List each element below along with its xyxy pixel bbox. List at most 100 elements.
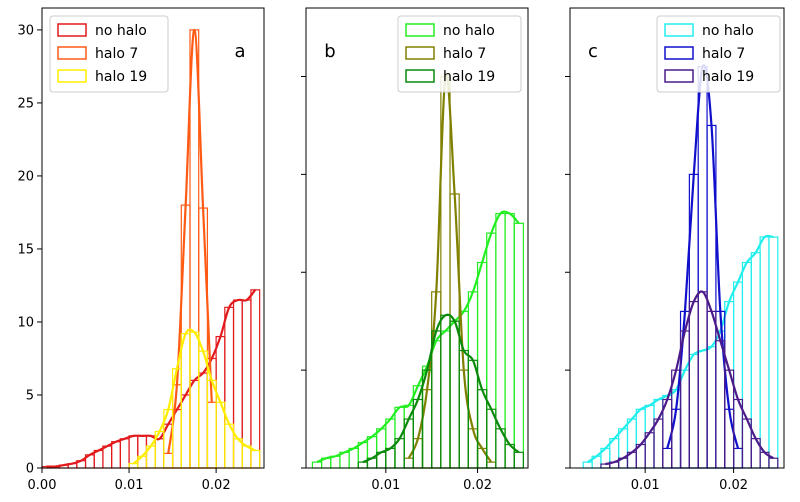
series-no-halo [311, 210, 525, 469]
legend-label: halo 19 [443, 69, 495, 85]
histogram-bar [688, 301, 699, 469]
legend-swatch [57, 46, 87, 60]
histogram-bar [376, 428, 387, 469]
histogram-bar [311, 461, 323, 469]
legend-swatch [405, 46, 435, 60]
histogram-bar [189, 331, 200, 469]
axes-frame [569, 7, 785, 469]
density-curve [407, 73, 493, 463]
histogram-bar [206, 357, 217, 469]
legend-swatch [664, 46, 694, 60]
histogram-bar [357, 461, 369, 469]
series-halo-19 [357, 313, 525, 469]
histogram-bar [224, 306, 235, 469]
legend: no halo halo 7 halo 19 [656, 15, 781, 93]
density-curve [666, 64, 740, 449]
density-curve [605, 290, 774, 466]
histogram-bar [662, 447, 673, 469]
density-curve [132, 328, 256, 465]
histogram-bar [486, 232, 497, 469]
histogram-bar [431, 340, 442, 469]
density-curve [46, 289, 257, 468]
histogram-bar [180, 394, 191, 469]
histogram-bar [366, 436, 378, 469]
legend-swatch [405, 23, 435, 37]
histogram-bar [504, 212, 515, 469]
y-tick-label: 0 [26, 462, 34, 477]
histogram-bar [653, 418, 664, 469]
y-tick-label: 5 [26, 388, 34, 403]
histogram-bar [706, 346, 717, 469]
histogram-bar [688, 353, 699, 469]
histogram-bar [635, 408, 646, 469]
histogram-bar [189, 29, 200, 469]
histogram-bar [653, 398, 664, 469]
histogram-bar [618, 428, 629, 469]
axes-frame [41, 7, 265, 469]
histogram-bar [119, 438, 130, 469]
histogram-bar [357, 441, 369, 469]
legend-label: halo 19 [95, 69, 147, 85]
axes-frame [305, 7, 529, 469]
histogram-bar [697, 66, 708, 469]
legend-swatch [664, 23, 694, 37]
histogram-bar [741, 261, 752, 469]
histogram-bar [458, 369, 469, 469]
histogram-bar [385, 447, 396, 469]
histogram-bar [412, 438, 424, 469]
legend-label: no halo [443, 23, 495, 39]
panel-c: 0.01 0.02 c no halo halo 7 halo 19 [565, 7, 785, 493]
panel-b: 0.01 0.02 b no halo halo 7 halo 19 [301, 7, 529, 493]
histogram-bar [421, 389, 433, 469]
legend-box [397, 15, 522, 93]
histogram-bar [440, 330, 451, 469]
histogram-bar [486, 461, 497, 469]
series-halo-19 [128, 328, 261, 469]
density-curve [167, 28, 213, 454]
x-tick-label: 0.00 [28, 478, 57, 493]
histogram-bar [679, 369, 690, 469]
histogram-bar [706, 310, 717, 469]
panel-label: c [588, 41, 598, 62]
density-curve [316, 210, 520, 464]
histogram-bar [715, 310, 726, 469]
series-no-halo [41, 289, 261, 469]
histogram-bar [440, 314, 451, 469]
histogram-bar [449, 320, 460, 469]
histogram-bar [467, 291, 479, 469]
histogram-bar [600, 463, 611, 469]
histogram-bar [206, 401, 217, 469]
histogram-bar [189, 379, 200, 469]
x-tick-label: 0.01 [631, 478, 660, 493]
legend-box [656, 15, 781, 93]
histogram-bar [759, 236, 770, 469]
legend-label: halo 7 [95, 46, 138, 62]
density-curve [362, 313, 520, 464]
histogram-bar [111, 441, 121, 469]
y-tick-label: 30 [17, 23, 34, 38]
histogram-bar [431, 291, 442, 469]
legend-swatch [405, 69, 435, 83]
legend-box [49, 15, 169, 93]
y-tick-label: 10 [17, 315, 34, 330]
legend: no halo halo 7 halo 19 [49, 15, 169, 93]
legend-label: halo 7 [443, 46, 486, 62]
legend-label: no halo [95, 23, 147, 39]
histogram-bar [768, 236, 779, 469]
histogram-bar [449, 320, 460, 469]
x-tick-label: 0.02 [719, 478, 748, 493]
panel-label: a [234, 41, 245, 62]
histogram-bar [154, 438, 165, 469]
series-halo-7 [662, 64, 744, 469]
histogram-bar [768, 457, 779, 469]
legend-label: no halo [702, 23, 754, 39]
histogram-bar [403, 457, 414, 469]
histogram-bar [476, 447, 488, 469]
histogram-bar [250, 289, 261, 469]
histogram-bar [163, 452, 174, 469]
legend-label: halo 7 [702, 46, 745, 62]
y-tick-label: 15 [17, 242, 34, 257]
panel-a: 0.00 0.01 0.02 0 5 10 15 20 25 30 a no halo halo 7 ha… [17, 7, 265, 493]
histogram-bar [697, 349, 708, 469]
